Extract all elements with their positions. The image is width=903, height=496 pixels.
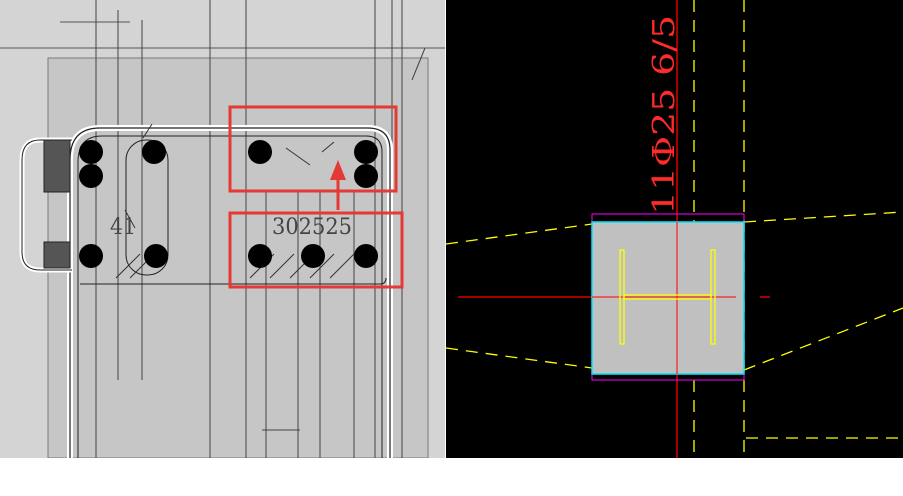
dimension-label-right: 302525 bbox=[272, 215, 352, 240]
rebar-dot bbox=[144, 244, 168, 268]
rebar-dot bbox=[248, 140, 272, 164]
rebar-dot bbox=[248, 244, 272, 268]
rebar-dot bbox=[301, 244, 325, 268]
rebar-dot bbox=[354, 140, 378, 164]
tie-bar bbox=[80, 277, 387, 285]
end-block-top bbox=[43, 139, 71, 193]
rebar-dot bbox=[79, 164, 103, 188]
inner-link bbox=[125, 139, 169, 276]
stirrup-outline bbox=[69, 127, 391, 458]
rebar-dot bbox=[79, 244, 103, 268]
rebar-detail-canvas: 41 302525 bbox=[0, 0, 445, 458]
end-block-bottom bbox=[43, 241, 71, 269]
rebar-detail-viewport[interactable]: 41 302525 bbox=[0, 0, 445, 458]
rebar-dot bbox=[354, 164, 378, 188]
arrow-up-icon bbox=[330, 160, 346, 180]
vertical-grid-lines bbox=[95, 0, 403, 458]
cad-plan-viewport[interactable]: 11Φ25 6/5 bbox=[446, 0, 903, 458]
dimension-label-left: 41 bbox=[110, 215, 136, 240]
rebar-bars bbox=[79, 140, 378, 268]
drawing-line bbox=[411, 47, 426, 81]
column-section bbox=[591, 221, 745, 375]
highlight-box-top-bars bbox=[228, 105, 398, 193]
highlight-box-bottom-bars bbox=[228, 211, 404, 289]
rebar-dot bbox=[79, 140, 103, 164]
rebar-dot bbox=[142, 140, 166, 164]
rebar-dot bbox=[354, 244, 378, 268]
h-steel-section bbox=[619, 249, 716, 345]
hook-bracket bbox=[21, 139, 72, 271]
rebar-annotation: 11Φ25 6/5 bbox=[647, 15, 682, 215]
cad-plan-canvas: 11Φ25 6/5 bbox=[446, 0, 903, 458]
